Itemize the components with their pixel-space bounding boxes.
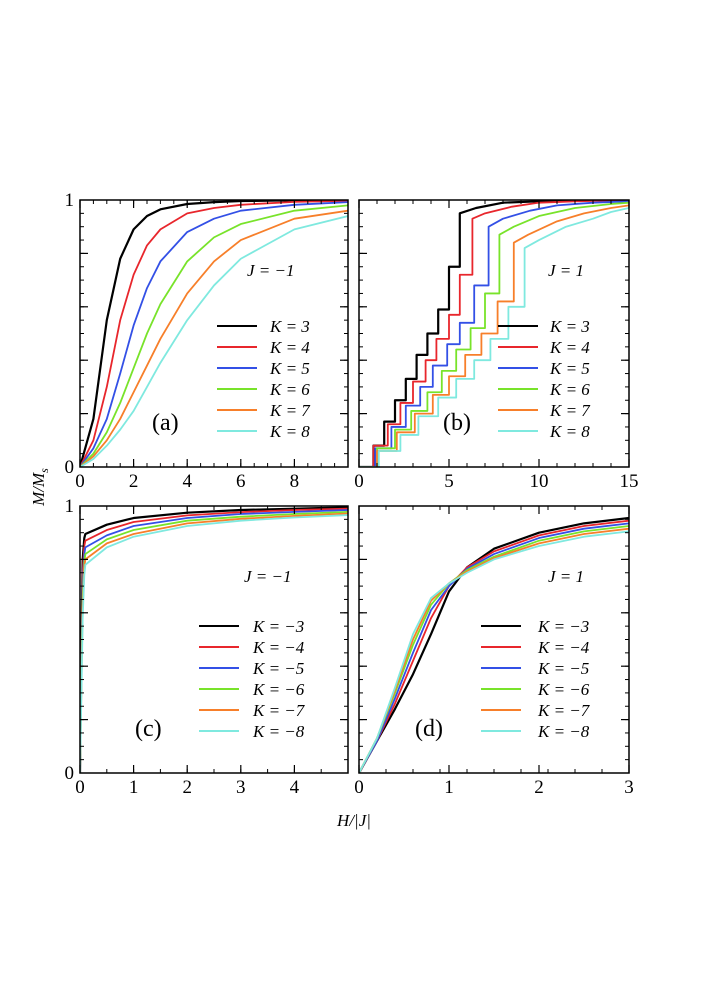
series-line-a-6 bbox=[80, 204, 348, 467]
panel-d: 0 1 2 3 (d) J = 1 K = −3 K = −4 K = −5 K = −6 K = … bbox=[354, 505, 634, 798]
legend-label-a-4: K = 4 bbox=[269, 338, 310, 357]
series-line-c-5 bbox=[80, 509, 348, 773]
x-tick-label-b: 10 bbox=[530, 471, 549, 492]
legend-label-d-7: K = −7 bbox=[537, 701, 591, 720]
x-tick-label-b: 15 bbox=[620, 471, 639, 492]
y-axis-title-sub: s bbox=[37, 468, 51, 473]
legend-label-b-6: K = 6 bbox=[549, 380, 590, 399]
series-line-c-3 bbox=[80, 506, 348, 773]
legend-label-a-7: K = 7 bbox=[269, 401, 311, 420]
series-line-a-3 bbox=[80, 200, 348, 467]
x-tick-label-d: 3 bbox=[624, 777, 634, 798]
legend-label-c-4: K = −4 bbox=[252, 638, 305, 657]
legend-label-d-6: K = −6 bbox=[537, 680, 590, 699]
legend-label-b-3: K = 3 bbox=[549, 317, 590, 336]
panel-label-b: (b) bbox=[443, 410, 471, 436]
series-line-b-8 bbox=[359, 207, 629, 467]
series-line-a-5 bbox=[80, 201, 348, 467]
x-tick-label-d: 0 bbox=[354, 777, 364, 798]
legend-label-c-5: K = −5 bbox=[252, 659, 304, 678]
x-tick-label-b: 5 bbox=[444, 471, 454, 492]
panel-c: 0 1 2 3 4 0 1 (c) J = −1 K = −3 K = −4 K = −5 K = −6… bbox=[65, 496, 349, 798]
series-line-b-6 bbox=[359, 201, 629, 467]
series-line-d-3 bbox=[359, 516, 629, 773]
plot-frame-c bbox=[79, 505, 349, 774]
x-tick-label-c: 3 bbox=[236, 777, 246, 798]
series-line-b-4 bbox=[359, 200, 629, 467]
y-tick-label-c: 1 bbox=[65, 496, 75, 517]
legend-label-c-3: K = −3 bbox=[252, 617, 304, 636]
legend-label-b-4: K = 4 bbox=[549, 338, 590, 357]
panel-label-d: (d) bbox=[415, 716, 443, 742]
x-tick-label-a: 2 bbox=[129, 471, 139, 492]
series-line-b-5 bbox=[359, 200, 629, 467]
legend-label-c-6: K = −6 bbox=[252, 680, 305, 699]
legend-label-a-5: K = 5 bbox=[269, 359, 310, 378]
legend-label-a-8: K = 8 bbox=[269, 422, 310, 441]
x-tick-label-a: 4 bbox=[182, 471, 192, 492]
series-line-c-8 bbox=[80, 514, 348, 773]
annotation-d: J = 1 bbox=[548, 567, 584, 586]
x-tick-label-b: 0 bbox=[354, 471, 364, 492]
y-axis-title: M/Ms bbox=[29, 468, 51, 507]
legend-label-a-6: K = 6 bbox=[269, 380, 310, 399]
y-tick-label-c: 0 bbox=[65, 763, 75, 784]
x-tick-label-c: 0 bbox=[75, 777, 85, 798]
panel-label-a: (a) bbox=[152, 410, 179, 436]
x-axis-title: H/|J| bbox=[336, 811, 371, 830]
series-line-c-4 bbox=[80, 507, 348, 773]
annotation-a: J = −1 bbox=[247, 261, 295, 280]
y-tick-label-a: 1 bbox=[65, 190, 75, 211]
series-line-a-4 bbox=[80, 200, 348, 467]
legend-label-b-8: K = 8 bbox=[549, 422, 590, 441]
series-line-a-8 bbox=[80, 215, 348, 467]
y-tick-label-a: 0 bbox=[65, 457, 75, 478]
x-tick-label-a: 6 bbox=[236, 471, 246, 492]
panel-label-c: (c) bbox=[135, 716, 162, 742]
x-tick-label-a: 0 bbox=[75, 471, 85, 492]
legend-label-c-8: K = −8 bbox=[252, 722, 305, 741]
legend-label-c-7: K = −7 bbox=[252, 701, 306, 720]
annotation-c: J = −1 bbox=[244, 567, 292, 586]
annotation-b: J = 1 bbox=[548, 261, 584, 280]
panels: 0 2 4 6 801(a)J = −1K = 3K = 4K = 5K = 6K = … bbox=[65, 190, 639, 798]
legend-label-d-5: K = −5 bbox=[537, 659, 589, 678]
series-line-a-7 bbox=[80, 209, 348, 467]
x-tick-label-c: 1 bbox=[129, 777, 139, 798]
series-line-c-6 bbox=[80, 510, 348, 773]
panel-b: 0 5 10 15 (b) J = 1 K = 3 K = 4 K = 5 K = 6 K = 7 K… bbox=[354, 199, 639, 492]
series-line-b-7 bbox=[359, 204, 629, 467]
legend-label-d-4: K = −4 bbox=[537, 638, 590, 657]
x-tick-label-d: 2 bbox=[534, 777, 544, 798]
series-line-c-7 bbox=[80, 512, 348, 773]
x-tick-label-c: 2 bbox=[182, 777, 192, 798]
series-line-d-5 bbox=[359, 522, 629, 773]
x-tick-label-d: 1 bbox=[444, 777, 454, 798]
legend-label-d-8: K = −8 bbox=[537, 722, 590, 741]
x-tick-label-a: 8 bbox=[290, 471, 300, 492]
y-axis-title-main: M/M bbox=[29, 472, 48, 507]
legend-label-d-3: K = −3 bbox=[537, 617, 589, 636]
legend-label-b-5: K = 5 bbox=[549, 359, 590, 378]
panel-a: 0 2 4 6 8 0 1 (a) J = −1 K = 3 K = 4 K = 5 K = 6 K = … bbox=[65, 190, 349, 492]
x-tick-label-c: 4 bbox=[290, 777, 300, 798]
series-line-b-3 bbox=[359, 200, 629, 467]
legend-label-b-7: K = 7 bbox=[549, 401, 591, 420]
series-line-d-8 bbox=[359, 530, 629, 773]
legend-label-a-3: K = 3 bbox=[269, 317, 310, 336]
